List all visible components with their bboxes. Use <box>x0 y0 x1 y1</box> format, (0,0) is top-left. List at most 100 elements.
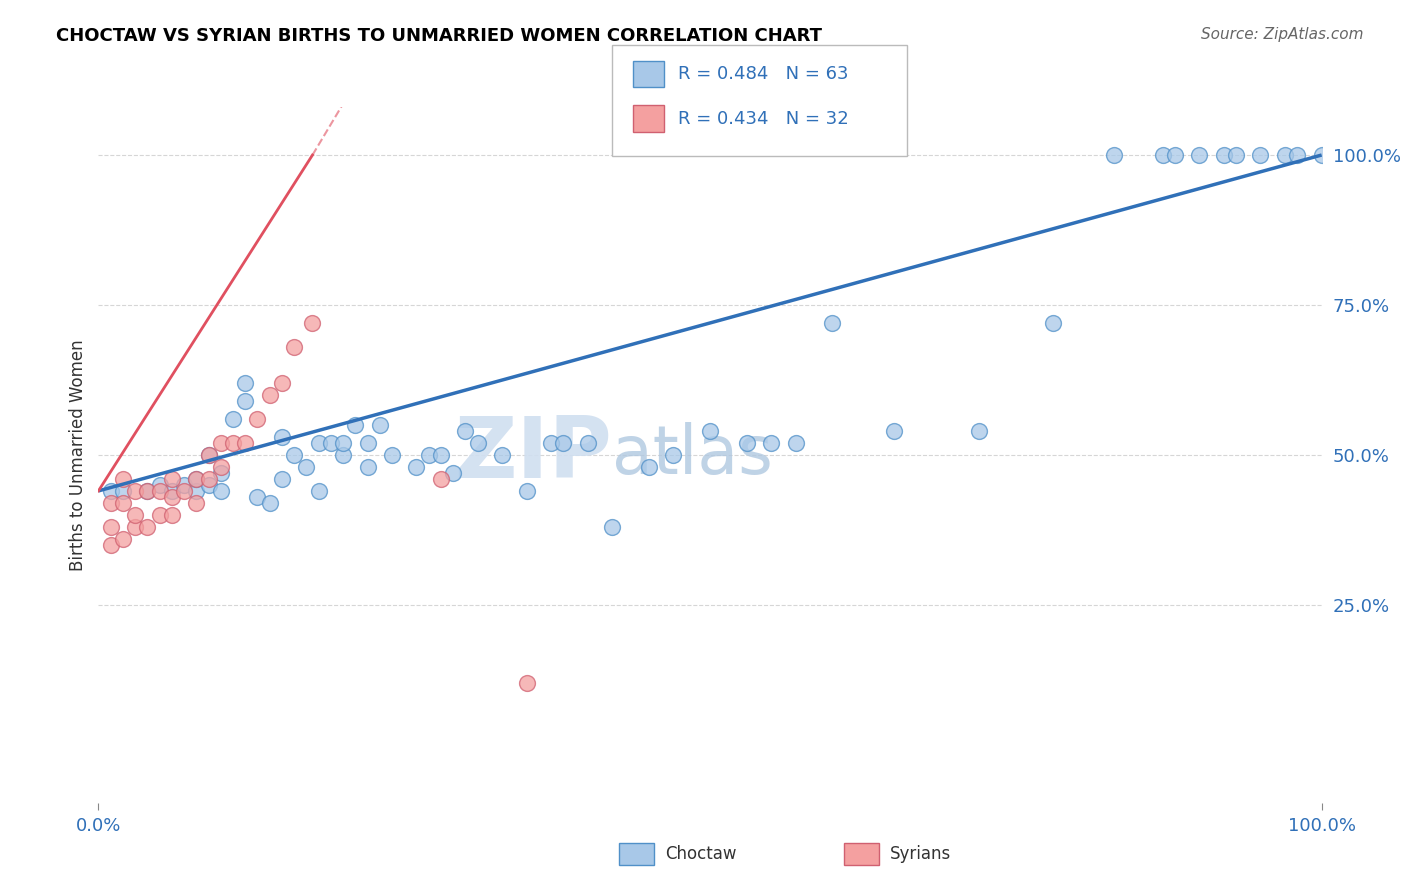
Point <box>186 472 208 486</box>
Point <box>160 483 183 498</box>
Point <box>124 483 146 498</box>
Point <box>246 490 269 504</box>
Point <box>124 520 146 534</box>
Text: Choctaw: Choctaw <box>665 845 737 863</box>
Point <box>441 466 464 480</box>
Point <box>233 376 256 390</box>
Point <box>197 448 219 462</box>
Point <box>356 436 378 450</box>
Point <box>515 483 537 498</box>
Point <box>233 393 256 408</box>
Text: ZIP: ZIP <box>454 413 612 497</box>
Point <box>319 436 342 450</box>
Point <box>368 417 391 432</box>
Point <box>821 316 844 330</box>
Point <box>1274 148 1296 162</box>
Point <box>576 436 599 450</box>
Point <box>883 424 905 438</box>
Point <box>467 436 489 450</box>
Point <box>209 483 232 498</box>
Point <box>259 388 281 402</box>
Point <box>1286 148 1309 162</box>
Point <box>222 412 245 426</box>
Point <box>160 490 183 504</box>
Point <box>111 472 134 486</box>
Point <box>308 483 330 498</box>
Point <box>186 496 208 510</box>
Point <box>735 436 758 450</box>
Point <box>699 424 721 438</box>
Point <box>222 436 245 450</box>
Point <box>332 448 354 462</box>
Point <box>209 436 232 450</box>
Text: Syrians: Syrians <box>890 845 952 863</box>
Point <box>136 483 159 498</box>
Point <box>1225 148 1247 162</box>
Point <box>209 459 232 474</box>
Text: R = 0.434   N = 32: R = 0.434 N = 32 <box>678 110 848 128</box>
Point <box>136 520 159 534</box>
Text: Source: ZipAtlas.com: Source: ZipAtlas.com <box>1201 27 1364 42</box>
Point <box>430 472 453 486</box>
Point <box>430 448 453 462</box>
Point <box>761 436 783 450</box>
Point <box>1212 148 1234 162</box>
Point <box>356 459 378 474</box>
Point <box>246 412 269 426</box>
Point <box>1042 316 1064 330</box>
Point <box>186 483 208 498</box>
Point <box>124 508 146 522</box>
Point <box>270 376 294 390</box>
Point <box>100 496 122 510</box>
Point <box>173 478 195 492</box>
Point <box>600 520 623 534</box>
Point <box>1249 148 1271 162</box>
Point <box>1102 148 1125 162</box>
Point <box>1164 148 1187 162</box>
Point <box>160 508 183 522</box>
Point <box>491 448 513 462</box>
Point <box>295 459 318 474</box>
Point <box>785 436 807 450</box>
Point <box>136 483 159 498</box>
Point <box>209 466 232 480</box>
Point <box>1152 148 1174 162</box>
Point <box>197 472 219 486</box>
Point <box>111 483 134 498</box>
Text: CHOCTAW VS SYRIAN BIRTHS TO UNMARRIED WOMEN CORRELATION CHART: CHOCTAW VS SYRIAN BIRTHS TO UNMARRIED WO… <box>56 27 823 45</box>
Point <box>381 448 404 462</box>
Point <box>100 520 122 534</box>
Point <box>173 483 195 498</box>
Point <box>638 459 661 474</box>
Point <box>197 448 219 462</box>
Point <box>259 496 281 510</box>
Point <box>1188 148 1211 162</box>
Point <box>149 483 172 498</box>
Point <box>111 496 134 510</box>
Point <box>1310 148 1333 162</box>
Point <box>270 430 294 444</box>
Point <box>344 417 367 432</box>
Point <box>301 316 323 330</box>
Point <box>332 436 354 450</box>
Point <box>405 459 427 474</box>
Point <box>197 478 219 492</box>
Point <box>515 676 537 690</box>
Point <box>186 472 208 486</box>
Point <box>233 436 256 450</box>
Text: R = 0.484   N = 63: R = 0.484 N = 63 <box>678 65 848 83</box>
Y-axis label: Births to Unmarried Women: Births to Unmarried Women <box>69 339 87 571</box>
Point <box>418 448 440 462</box>
Point <box>283 340 305 354</box>
Point <box>553 436 575 450</box>
Point <box>308 436 330 450</box>
Point <box>111 532 134 546</box>
Point <box>454 424 477 438</box>
Point <box>270 472 294 486</box>
Point <box>149 478 172 492</box>
Point <box>160 472 183 486</box>
Point <box>149 508 172 522</box>
Point <box>283 448 305 462</box>
Point <box>100 538 122 552</box>
Text: atlas: atlas <box>612 422 773 488</box>
